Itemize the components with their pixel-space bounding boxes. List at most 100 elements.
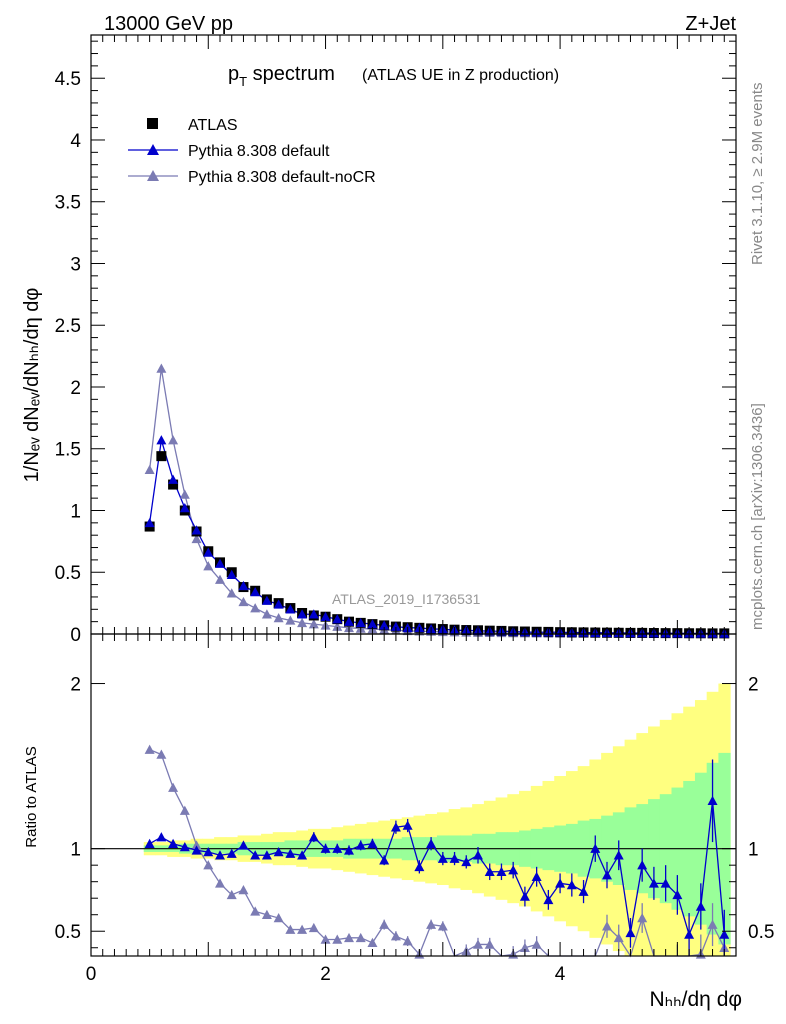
ratio-nocr-point-14 <box>308 922 319 933</box>
nocr-point-14 <box>308 619 319 629</box>
ratio-nocr-point-2 <box>168 782 179 792</box>
nocr-point-8 <box>238 596 249 607</box>
ratio-nocr-point-29 <box>484 939 495 949</box>
nocr-point-7 <box>226 588 237 598</box>
nocr-point-6 <box>215 574 225 584</box>
ratio-tick-label-right-0: 0.5 <box>748 922 774 943</box>
default-point-4 <box>191 525 202 535</box>
atlas-point-1 <box>156 451 167 462</box>
x-tick-label-1: 2 <box>320 964 331 985</box>
ratio-nocr-point-48 <box>707 919 718 929</box>
ratio-default-point-5 <box>203 846 214 857</box>
legend-marker-nocr <box>147 170 159 181</box>
process-label: Z+Jet <box>685 13 736 35</box>
default-point-0 <box>144 517 155 528</box>
ratio-default-point-37 <box>578 886 589 896</box>
default-point-1 <box>156 435 167 445</box>
legend-label-default: Pythia 8.308 default <box>188 143 330 160</box>
title-rest: spectrum <box>247 63 335 85</box>
ratio-nocr-point-5 <box>203 860 214 870</box>
ratio-default-point-8 <box>238 840 249 850</box>
ratio-default-point-10 <box>261 850 272 860</box>
default-point-20 <box>379 620 390 630</box>
ratio-axis-label: Ratio to ATLAS <box>23 746 40 847</box>
nocr-point-16 <box>332 621 343 631</box>
ratio-tick-label-right-1: 1 <box>748 840 759 861</box>
ratio-frame <box>90 633 737 957</box>
default-point-21 <box>390 621 401 631</box>
ratio-nocr-point-21 <box>390 931 401 941</box>
ratio-default-point-14 <box>308 832 319 842</box>
y-tick-label-9: 4.5 <box>55 69 81 90</box>
axes: 0 2 400.511.522.533.544.50.5 0.51 12 2 <box>55 34 774 985</box>
ratio-default-point-9 <box>250 850 261 860</box>
ratio-nocr-point-40 <box>613 932 624 943</box>
ratio-nocr-point-22 <box>402 936 413 946</box>
nocr-point-1 <box>156 363 167 373</box>
title-sub: T <box>239 74 247 89</box>
default-point-7 <box>226 569 237 579</box>
default-point-18 <box>355 617 366 628</box>
x-tick-label-0: 0 <box>86 964 97 985</box>
ratio-nocr-point-20 <box>379 919 390 929</box>
nocr-point-0 <box>144 464 155 474</box>
legend: ATLAS Pythia 8.308 default Pythia 8.308 … <box>128 117 376 186</box>
ratio-default-point-0 <box>144 838 155 848</box>
ratio-nocr-point-16 <box>332 934 343 944</box>
y-tick-label-6: 3 <box>70 254 81 275</box>
ratio-nocr-point-9 <box>250 906 261 916</box>
y-tick-label-3: 1.5 <box>55 440 81 461</box>
ratio-default-point-22 <box>402 820 413 830</box>
ratio-nocr-point-11 <box>273 913 284 923</box>
ratio-nocr-point-39 <box>602 921 612 931</box>
ratio-nocr-point-0 <box>144 744 155 754</box>
nocr-point-2 <box>168 435 179 445</box>
ratio-default-point-25 <box>437 853 448 863</box>
ratio-tick-label-right-2: 2 <box>748 675 759 696</box>
nocr-point-10 <box>261 609 272 619</box>
y-tick-label-5: 2.5 <box>55 316 81 337</box>
default-point-14 <box>308 609 319 619</box>
ratio-nocr-point-42 <box>637 913 648 923</box>
ratio-default-point-7 <box>226 848 237 858</box>
ratio-default-point-38 <box>590 843 601 853</box>
ratio-default-point-45 <box>672 889 683 900</box>
ratio-nocr-point-19 <box>367 937 378 948</box>
default-point-17 <box>344 616 354 626</box>
ratio-nocr-point-12 <box>285 924 296 934</box>
ratio-default-point-11 <box>273 846 284 857</box>
ratio-default-point-13 <box>297 850 308 860</box>
y-tick-label-2: 1 <box>70 501 81 522</box>
ratio-nocr-point-17 <box>344 932 354 943</box>
x-tick-label-2: 4 <box>555 964 566 985</box>
ratio-default-point-31 <box>508 865 519 875</box>
legend-marker-atlas <box>147 118 158 129</box>
default-point-9 <box>250 587 261 597</box>
ratio-default-point-41 <box>625 927 636 938</box>
legend-label-nocr: Pythia 8.308 default-noCR <box>188 169 376 186</box>
default-point-11 <box>273 599 284 609</box>
ratio-default-point-47 <box>695 901 706 911</box>
default-point-13 <box>297 609 308 619</box>
ratio-nocr-point-7 <box>226 889 237 900</box>
default-point-6 <box>215 558 225 568</box>
default-point-12 <box>285 604 296 614</box>
nocr-point-13 <box>297 617 308 628</box>
ratio-tick-label-left-2: 2 <box>70 675 81 696</box>
default-point-2 <box>168 474 179 484</box>
nocr-point-9 <box>250 603 261 613</box>
ratio-default-point-29 <box>484 866 495 877</box>
y-axis-label: 1/Nₑᵥ dNₑᵥ/dNₕₕ/dη dφ <box>21 288 43 483</box>
ratio-nocr-point-18 <box>355 932 366 943</box>
ratio-default-point-20 <box>379 855 390 865</box>
ratio-default-point-16 <box>332 843 343 853</box>
default-point-5 <box>203 547 214 557</box>
ratio-nocr-point-15 <box>320 934 331 944</box>
default-point-8 <box>238 580 249 591</box>
nocr-point-4 <box>191 533 202 544</box>
ratio-default-point-39 <box>602 870 612 880</box>
ratio-nocr-point-28 <box>473 939 483 949</box>
ratio-default-point-18 <box>355 840 366 850</box>
y-tick-label-8: 4 <box>70 131 81 152</box>
